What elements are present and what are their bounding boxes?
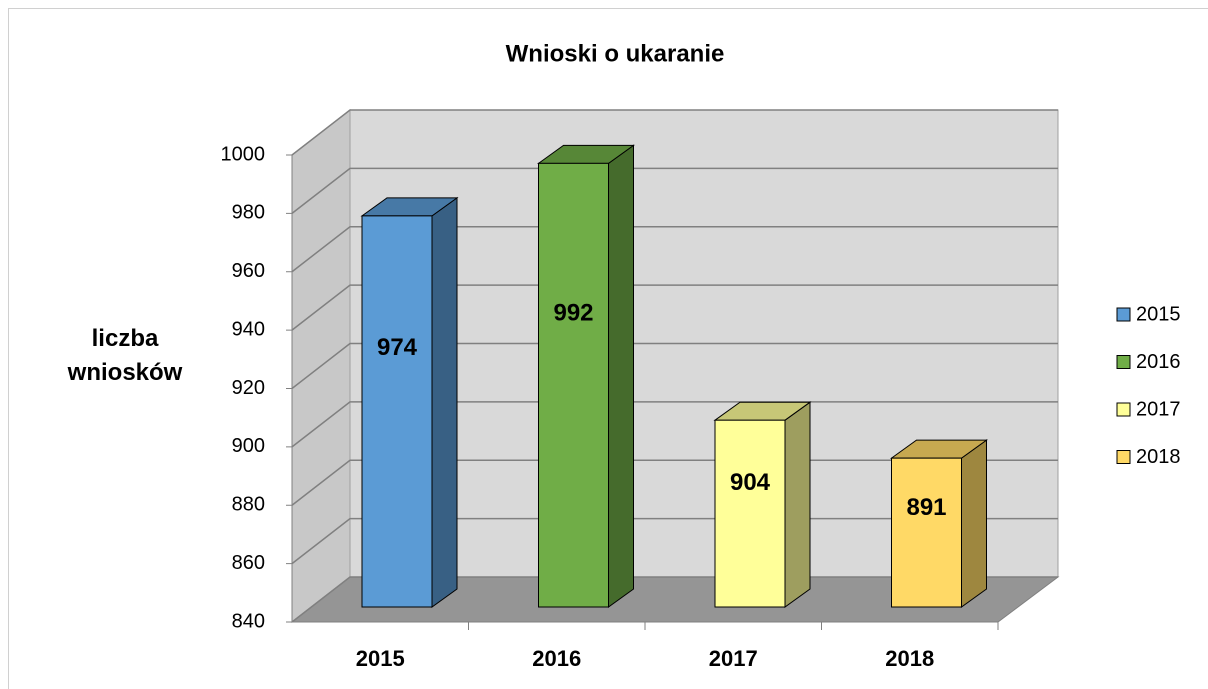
y-tick-label: 920: [232, 377, 265, 399]
legend-label: 2016: [1136, 351, 1181, 373]
y-tick-label: 980: [232, 202, 265, 224]
y-axis-label: liczba wniosków: [67, 325, 183, 386]
value-label: 904: [730, 469, 771, 496]
grid-line: [291, 284, 1058, 331]
legend-swatch: [1116, 402, 1131, 417]
grid-line: [291, 401, 1058, 448]
x-tick-label: 2017: [709, 646, 758, 671]
x-tick-label: 2016: [532, 646, 581, 671]
bar-side: [608, 144, 634, 608]
x-tick-label: 2015: [356, 646, 405, 671]
bar-side: [961, 439, 987, 608]
grid-line: [291, 167, 1058, 214]
y-tick-label: 960: [232, 260, 265, 282]
y-tick-label: 880: [232, 494, 265, 516]
bar: [361, 215, 433, 608]
chart-title: Wnioski o ukaranie: [506, 40, 725, 67]
value-label: 974: [377, 334, 418, 361]
y-tick-label: 940: [232, 318, 265, 340]
grid-line: [291, 342, 1058, 390]
legend-swatch: [1116, 450, 1131, 464]
bar: [891, 457, 962, 608]
legend-label: 2017: [1136, 398, 1181, 420]
legend-label: 2015: [1136, 303, 1181, 325]
bar-side: [431, 196, 458, 608]
x-tick-label: 2018: [885, 646, 934, 671]
legend-swatch: [1116, 355, 1131, 369]
legend-swatch: [1116, 307, 1131, 322]
grid-line: [291, 226, 1058, 273]
bar: [714, 419, 786, 608]
y-tick-label: 860: [232, 552, 265, 574]
bar-side: [784, 401, 811, 608]
y-tick-label: 1000: [221, 143, 266, 165]
bar: [538, 162, 609, 608]
legend-label: 2018: [1136, 446, 1181, 468]
grid-line: [291, 459, 1058, 506]
grid-line: [291, 109, 1058, 156]
grid-line: [291, 517, 1058, 565]
grid-line: [291, 576, 1058, 623]
value-label: 992: [553, 300, 593, 327]
value-label: 891: [906, 494, 946, 521]
y-tick-label: 840: [232, 610, 265, 632]
y-tick-label: 900: [232, 435, 265, 457]
